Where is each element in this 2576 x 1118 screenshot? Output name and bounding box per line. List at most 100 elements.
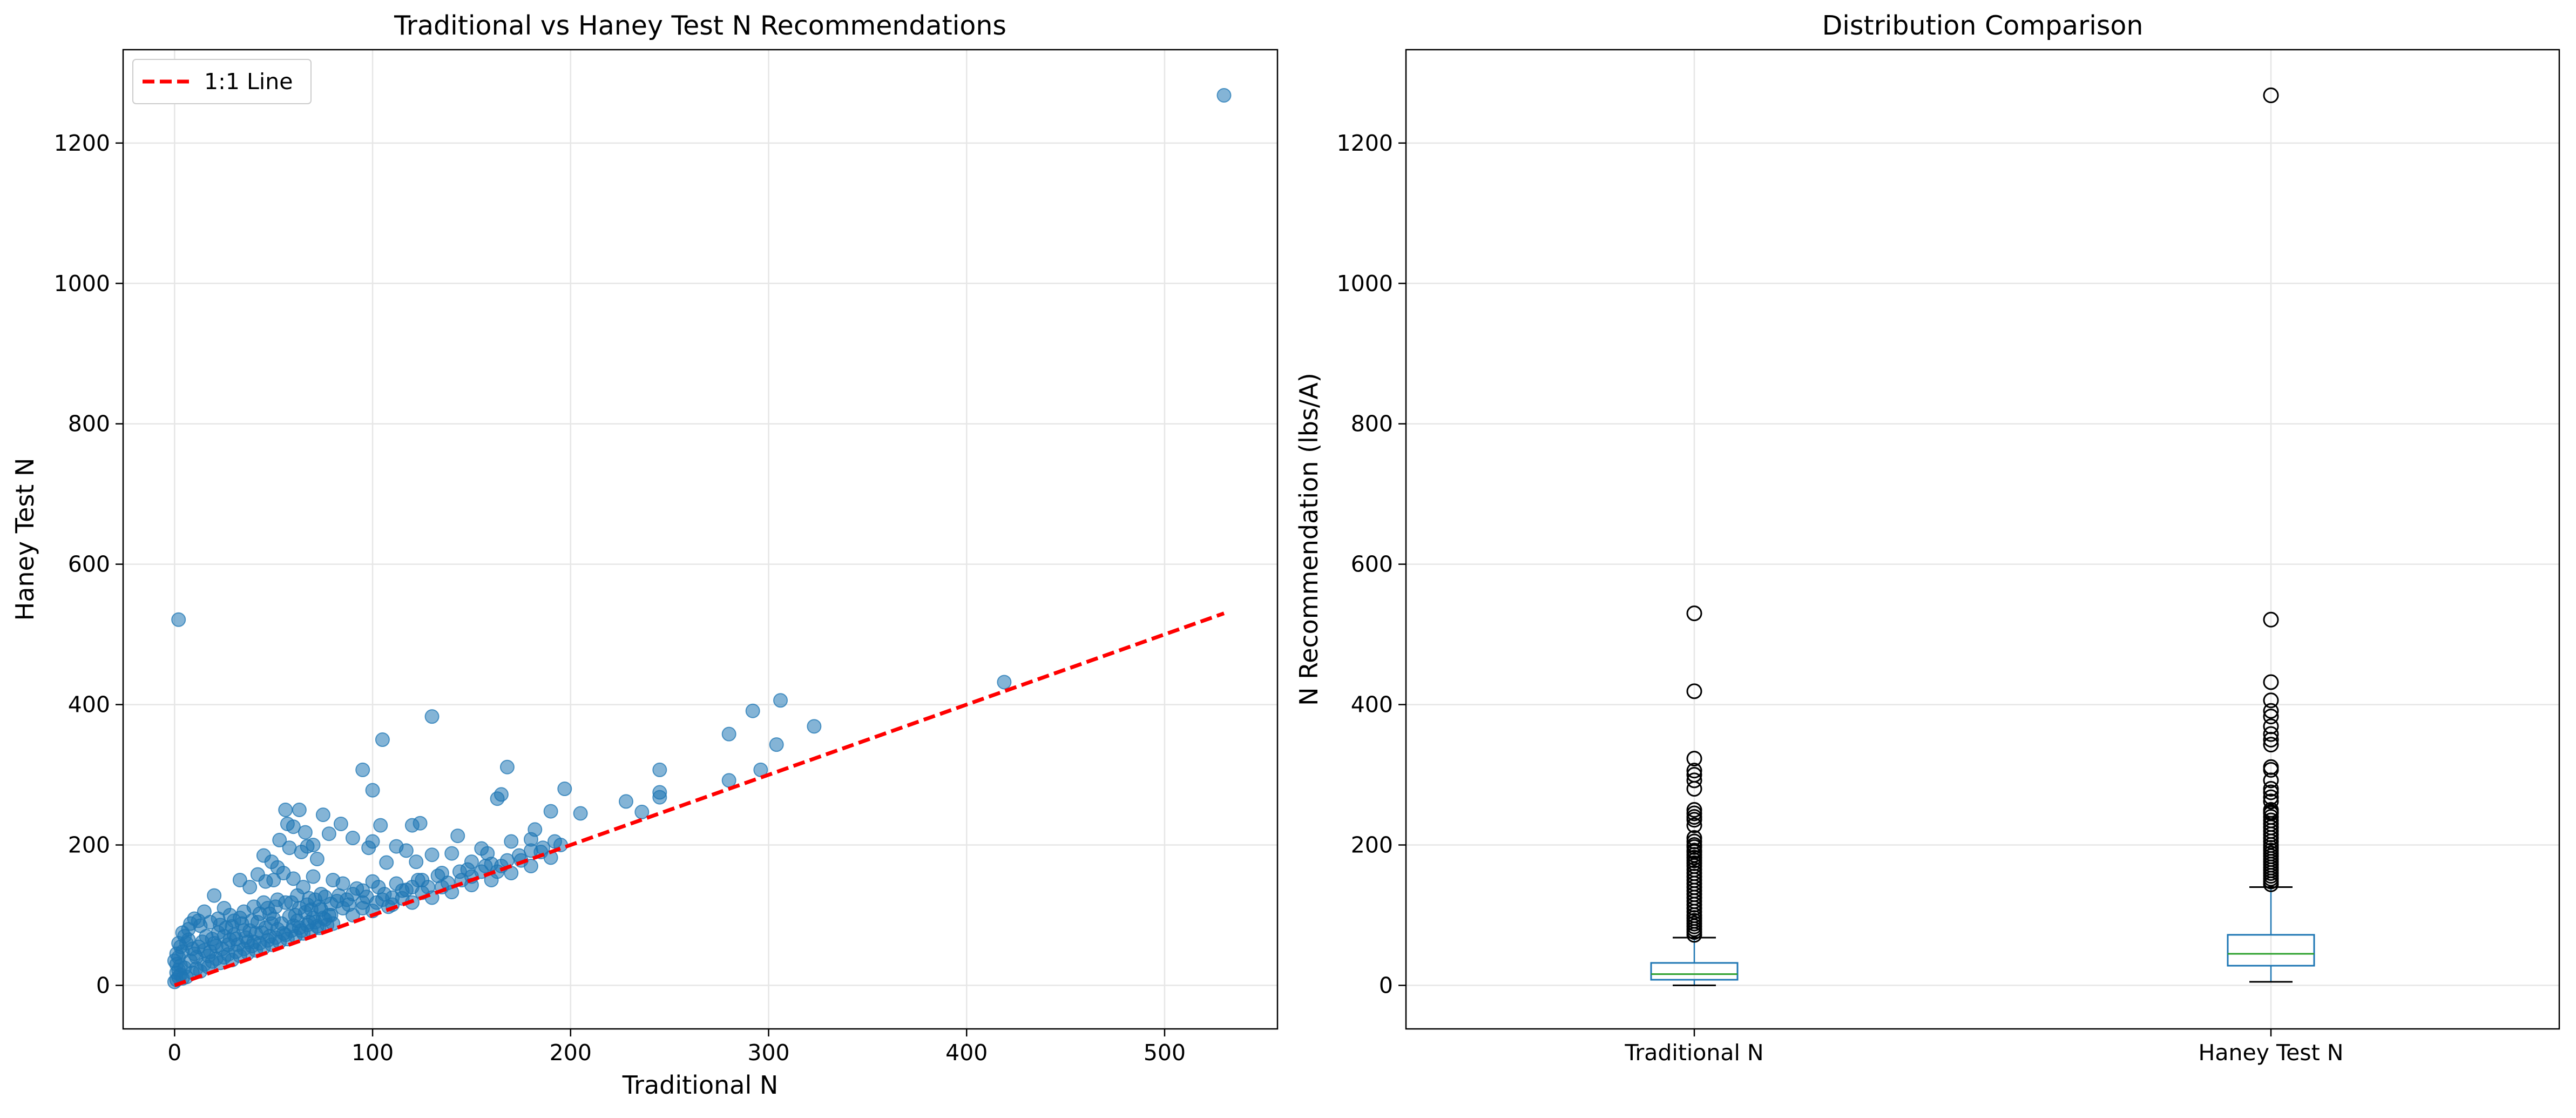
scatter-point — [298, 825, 313, 840]
scatter-point — [410, 872, 425, 887]
outlier-point — [1686, 805, 1702, 821]
scatter-point — [345, 830, 360, 845]
boxplot-x-tick-label: Traditional N — [1624, 1040, 1763, 1066]
outlier-point — [1686, 781, 1702, 797]
outlier-point — [1686, 812, 1702, 828]
scatter-point — [375, 732, 390, 747]
boxplot-y-tick-label: 200 — [1351, 832, 1393, 858]
scatter-x-tick-label: 200 — [550, 1040, 592, 1066]
outlier-point — [2263, 709, 2279, 725]
legend-label-identity-line: 1:1 Line — [204, 69, 293, 95]
scatter-point — [306, 869, 321, 884]
boxplot-y-tick-label: 400 — [1351, 692, 1393, 718]
scatter-point — [300, 839, 315, 854]
scatter-y-tick-label: 0 — [96, 972, 110, 998]
scatter-point — [272, 832, 287, 847]
scatter-point — [504, 834, 519, 849]
outlier-point — [2263, 762, 2279, 778]
scatter-point — [1216, 87, 1232, 103]
scatter-point — [543, 804, 558, 819]
legend: 1:1 Line — [132, 59, 312, 104]
scatter-point — [618, 794, 633, 809]
scatter-point — [424, 847, 440, 863]
scatter-y-axis-label: Haney Test N — [10, 458, 39, 621]
outlier-point — [2263, 830, 2279, 846]
outlier-point — [2263, 703, 2279, 719]
boxplot-y-tick-label: 0 — [1379, 972, 1393, 998]
scatter-point — [193, 918, 208, 933]
outlier-point — [1686, 817, 1702, 833]
outlier-point — [2263, 726, 2279, 742]
scatter-point — [490, 791, 505, 806]
boxplot-y-tick-label: 600 — [1351, 551, 1393, 577]
outlier-point — [1686, 772, 1702, 789]
scatter-point — [321, 826, 336, 841]
scatter-point — [547, 834, 562, 849]
scatter-point — [421, 879, 436, 894]
outlier-point — [1686, 605, 1702, 622]
outlier-point — [1686, 751, 1702, 767]
scatter-plot-frame — [122, 49, 1279, 1030]
boxplot-panel: Traditional N Haney Test N 0 200 400 600 800 1… — [1294, 10, 2560, 1066]
scatter-point — [721, 726, 736, 742]
scatter-point — [444, 846, 459, 861]
outlier-point — [2263, 611, 2279, 628]
scatter-gridlines — [123, 50, 1277, 1029]
boxplot-marks — [1650, 87, 2315, 986]
boxplot-x-ticks: Traditional N Haney Test N — [1624, 1029, 2343, 1066]
outlier-point — [2263, 737, 2279, 753]
scatter-point — [721, 773, 736, 788]
outlier-point — [2263, 781, 2279, 797]
scatter-point — [535, 840, 550, 856]
outlier-point — [2263, 732, 2279, 748]
scatter-x-axis-label: Traditional N — [622, 1070, 779, 1100]
scatter-point — [339, 892, 354, 907]
outlier-point — [2263, 87, 2279, 103]
scatter-point — [652, 762, 667, 777]
scatter-point — [268, 899, 283, 914]
scatter-point — [450, 829, 465, 844]
scatter-point — [398, 843, 414, 858]
outlier-point — [2263, 674, 2279, 690]
scatter-y-tick-label: 200 — [68, 832, 110, 858]
scatter-point — [355, 762, 370, 777]
scatter-point — [398, 883, 414, 898]
scatter-point — [232, 872, 247, 887]
boxplot-y-ticks: 0 200 400 600 800 1000 1200 — [1337, 130, 1406, 998]
scatter-point — [365, 783, 380, 798]
scatter-point — [286, 871, 301, 886]
scatter-point — [773, 693, 788, 708]
scatter-point — [333, 817, 348, 832]
scatter-point — [345, 907, 360, 922]
outlier-point — [2263, 793, 2279, 810]
scatter-x-ticks: 0 100 200 300 400 500 — [167, 1029, 1186, 1066]
scatter-point — [365, 834, 380, 849]
scatter-x-tick-label: 300 — [747, 1040, 789, 1066]
scatter-y-tick-label: 400 — [68, 692, 110, 718]
scatter-point — [652, 790, 667, 805]
scatter-point — [523, 858, 538, 873]
scatter-point — [499, 759, 515, 774]
scatter-point — [807, 719, 822, 734]
scatter-point — [315, 807, 330, 823]
scatter-point — [373, 818, 388, 833]
scatter-point — [359, 890, 374, 905]
scatter-x-tick-label: 100 — [351, 1040, 394, 1066]
scatter-point — [557, 782, 572, 797]
outlier-point — [2263, 772, 2279, 789]
scatter-point — [424, 709, 440, 724]
outlier-point — [1686, 802, 1702, 818]
identity-line — [174, 611, 1225, 987]
scatter-y-tick-label: 1000 — [54, 271, 110, 297]
box-1 — [2227, 87, 2315, 983]
box-iqr — [1650, 962, 1739, 981]
scatter-point — [769, 737, 784, 752]
boxplot-y-tick-label: 1000 — [1337, 271, 1393, 297]
box-iqr — [2227, 934, 2315, 967]
outlier-point — [1686, 900, 1702, 916]
scatter-point — [528, 822, 543, 837]
scatter-point — [478, 858, 493, 873]
scatter-point — [292, 803, 307, 818]
